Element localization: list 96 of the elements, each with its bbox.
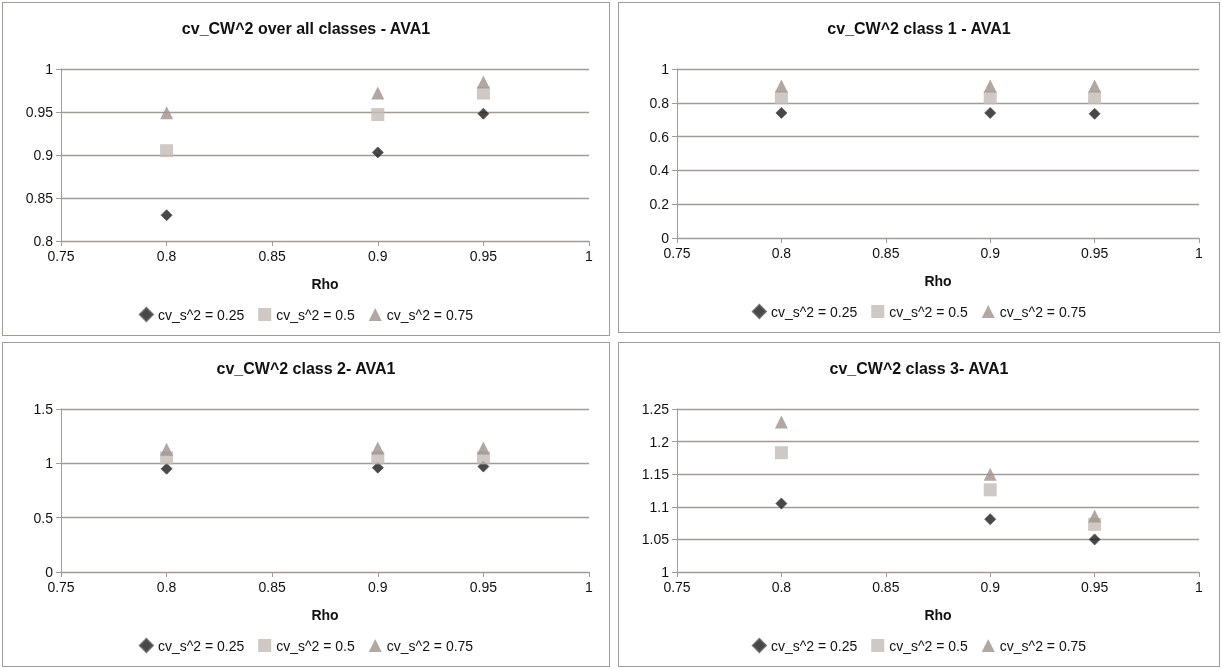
x-tick-label: 0.8 [771, 245, 792, 261]
y-tick-label: 0.95 [25, 104, 54, 120]
legend-label: cv_s^2 = 0.5 [276, 306, 355, 323]
x-tick-label: 0.9 [368, 248, 388, 264]
x-axis-title: Rho [924, 607, 952, 623]
y-tick-label: 1.15 [641, 466, 670, 483]
point [983, 79, 997, 93]
point [774, 79, 788, 93]
chart-title: cv_CW^2 class 1 - AVA1 [827, 19, 1011, 37]
y-tick-label: 0 [661, 230, 670, 246]
x-tick-label: 0.85 [872, 245, 900, 261]
point [371, 86, 385, 100]
x-axis-title: Rho [311, 607, 339, 623]
point [1088, 79, 1102, 93]
point [371, 146, 384, 159]
point [1088, 509, 1102, 523]
x-axis-title: Rho [924, 273, 952, 289]
legend-label: cv_s^2 = 0.5 [889, 637, 968, 654]
x-tick-label: 0.75 [47, 579, 75, 595]
x-tick-label: 1 [1195, 245, 1204, 261]
legend-label: cv_s^2 = 0.75 [999, 637, 1087, 654]
legend-label: cv_s^2 = 0.75 [999, 303, 1087, 320]
point [983, 467, 997, 481]
y-tick-label: 1 [661, 564, 670, 580]
point [1088, 107, 1101, 120]
point [774, 91, 788, 105]
point [984, 513, 997, 526]
x-tick-label: 0.95 [1080, 245, 1109, 261]
chart-title: cv_CW^2 class 3- AVA1 [829, 359, 1009, 377]
legend-label: cv_s^2 = 0.25 [770, 637, 858, 654]
legend-label: cv_s^2 = 0.25 [157, 637, 245, 654]
point [371, 461, 384, 474]
point [160, 462, 173, 475]
legend-label: cv_s^2 = 0.75 [386, 306, 474, 323]
point [476, 75, 490, 89]
x-tick-label: 0.75 [663, 579, 691, 595]
point [775, 106, 788, 119]
x-tick-label: 0.8 [156, 248, 177, 264]
x-tick-label: 1 [585, 248, 594, 264]
legend-label: cv_s^2 = 0.25 [157, 306, 245, 323]
y-tick-label: 0.8 [649, 94, 670, 111]
point [984, 106, 997, 119]
point [160, 144, 174, 158]
y-tick-label: 0.2 [649, 196, 670, 213]
y-tick-label: 1.5 [33, 401, 54, 417]
y-tick-label: 0.4 [649, 162, 670, 179]
y-tick-label: 0.9 [33, 147, 54, 163]
point [160, 442, 174, 456]
legend-label: cv_s^2 = 0.5 [276, 637, 355, 654]
point [775, 497, 788, 510]
point [1088, 533, 1101, 546]
x-tick-label: 1 [1195, 579, 1204, 595]
y-tick-label: 0.85 [25, 190, 54, 206]
chart-title: cv_CW^2 over all classes - AVA1 [181, 19, 431, 37]
x-tick-label: 0.75 [47, 248, 75, 264]
x-tick-label: 0.85 [258, 579, 287, 595]
y-tick-label: 0.8 [33, 233, 54, 249]
legend-label: cv_s^2 = 0.75 [386, 637, 474, 654]
point [371, 108, 385, 122]
y-tick-label: 1.25 [641, 401, 670, 417]
point [476, 441, 490, 455]
point [1088, 91, 1102, 105]
y-tick-label: 0.5 [33, 509, 54, 526]
y-tick-label: 1 [45, 455, 54, 472]
point [160, 209, 173, 222]
x-tick-label: 0.9 [980, 245, 1001, 261]
x-tick-label: 0.95 [469, 579, 498, 595]
legend-label: cv_s^2 = 0.25 [770, 303, 858, 320]
x-tick-label: 0.8 [156, 579, 177, 595]
x-tick-label: 0.85 [258, 248, 287, 264]
point [476, 86, 490, 100]
x-tick-label: 0.85 [872, 579, 900, 595]
point [160, 106, 174, 120]
x-tick-label: 0.8 [771, 579, 792, 595]
x-tick-label: 0.9 [368, 579, 388, 595]
point [371, 441, 385, 455]
x-tick-label: 0.95 [469, 248, 498, 264]
legend-label: cv_s^2 = 0.5 [889, 303, 968, 320]
chart-title: cv_CW^2 class 2- AVA1 [216, 359, 396, 377]
x-tick-label: 0.9 [980, 579, 1001, 595]
point [983, 483, 997, 497]
point [477, 107, 490, 120]
y-tick-label: 1.05 [641, 531, 670, 548]
point [983, 91, 997, 105]
x-tick-label: 0.95 [1080, 579, 1109, 595]
y-tick-label: 0 [45, 564, 54, 580]
x-axis-title: Rho [311, 276, 339, 292]
y-tick-label: 1 [661, 61, 670, 77]
y-tick-label: 1.1 [649, 498, 670, 515]
point [774, 415, 788, 429]
y-tick-label: 1 [45, 61, 54, 77]
point [774, 446, 788, 460]
y-tick-label: 0.6 [649, 128, 670, 145]
y-tick-label: 1.2 [649, 433, 670, 450]
x-tick-label: 0.75 [663, 245, 691, 261]
x-tick-label: 1 [585, 579, 594, 595]
